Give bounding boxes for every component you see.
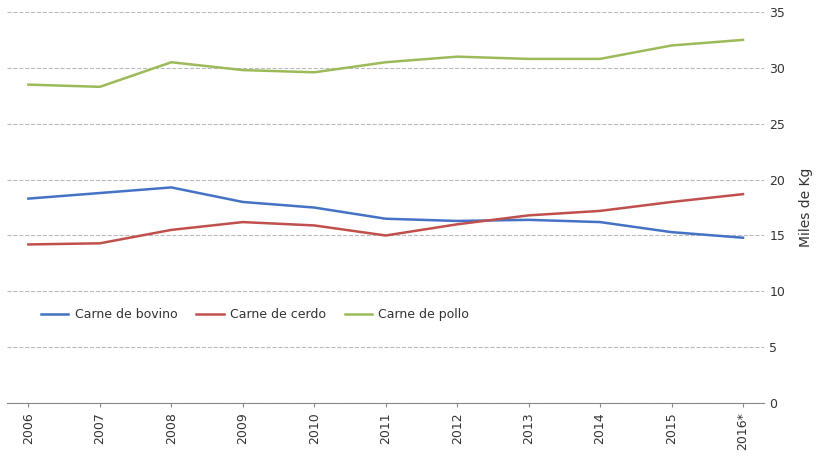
Carne de cerdo	[309, 223, 319, 228]
Carne de pollo	[595, 56, 604, 62]
Carne de pollo	[95, 84, 105, 90]
Carne de cerdo	[24, 242, 34, 247]
Carne de pollo	[24, 82, 34, 87]
Carne de bovino	[666, 229, 676, 235]
Carne de pollo	[666, 43, 676, 48]
Carne de pollo	[238, 67, 247, 73]
Line: Carne de pollo: Carne de pollo	[29, 40, 742, 87]
Carne de bovino	[595, 219, 604, 225]
Carne de pollo	[166, 59, 176, 65]
Y-axis label: Miles de Kg: Miles de Kg	[798, 168, 812, 247]
Carne de cerdo	[238, 219, 247, 225]
Carne de bovino	[451, 218, 461, 224]
Carne de cerdo	[166, 227, 176, 233]
Carne de cerdo	[737, 191, 747, 197]
Carne de bovino	[238, 199, 247, 205]
Carne de bovino	[737, 235, 747, 240]
Carne de cerdo	[95, 240, 105, 246]
Line: Carne de bovino: Carne de bovino	[29, 187, 742, 238]
Carne de bovino	[24, 196, 34, 202]
Carne de pollo	[451, 54, 461, 59]
Legend: Carne de bovino, Carne de cerdo, Carne de pollo: Carne de bovino, Carne de cerdo, Carne d…	[36, 303, 473, 326]
Carne de bovino	[166, 185, 176, 190]
Carne de cerdo	[380, 233, 390, 238]
Carne de pollo	[523, 56, 533, 62]
Carne de bovino	[523, 217, 533, 223]
Carne de cerdo	[595, 208, 604, 213]
Line: Carne de cerdo: Carne de cerdo	[29, 194, 742, 244]
Carne de pollo	[309, 69, 319, 75]
Carne de cerdo	[523, 213, 533, 218]
Carne de cerdo	[666, 199, 676, 205]
Carne de bovino	[95, 190, 105, 196]
Carne de pollo	[737, 37, 747, 43]
Carne de cerdo	[451, 222, 461, 227]
Carne de pollo	[380, 59, 390, 65]
Carne de bovino	[380, 216, 390, 222]
Carne de bovino	[309, 205, 319, 210]
